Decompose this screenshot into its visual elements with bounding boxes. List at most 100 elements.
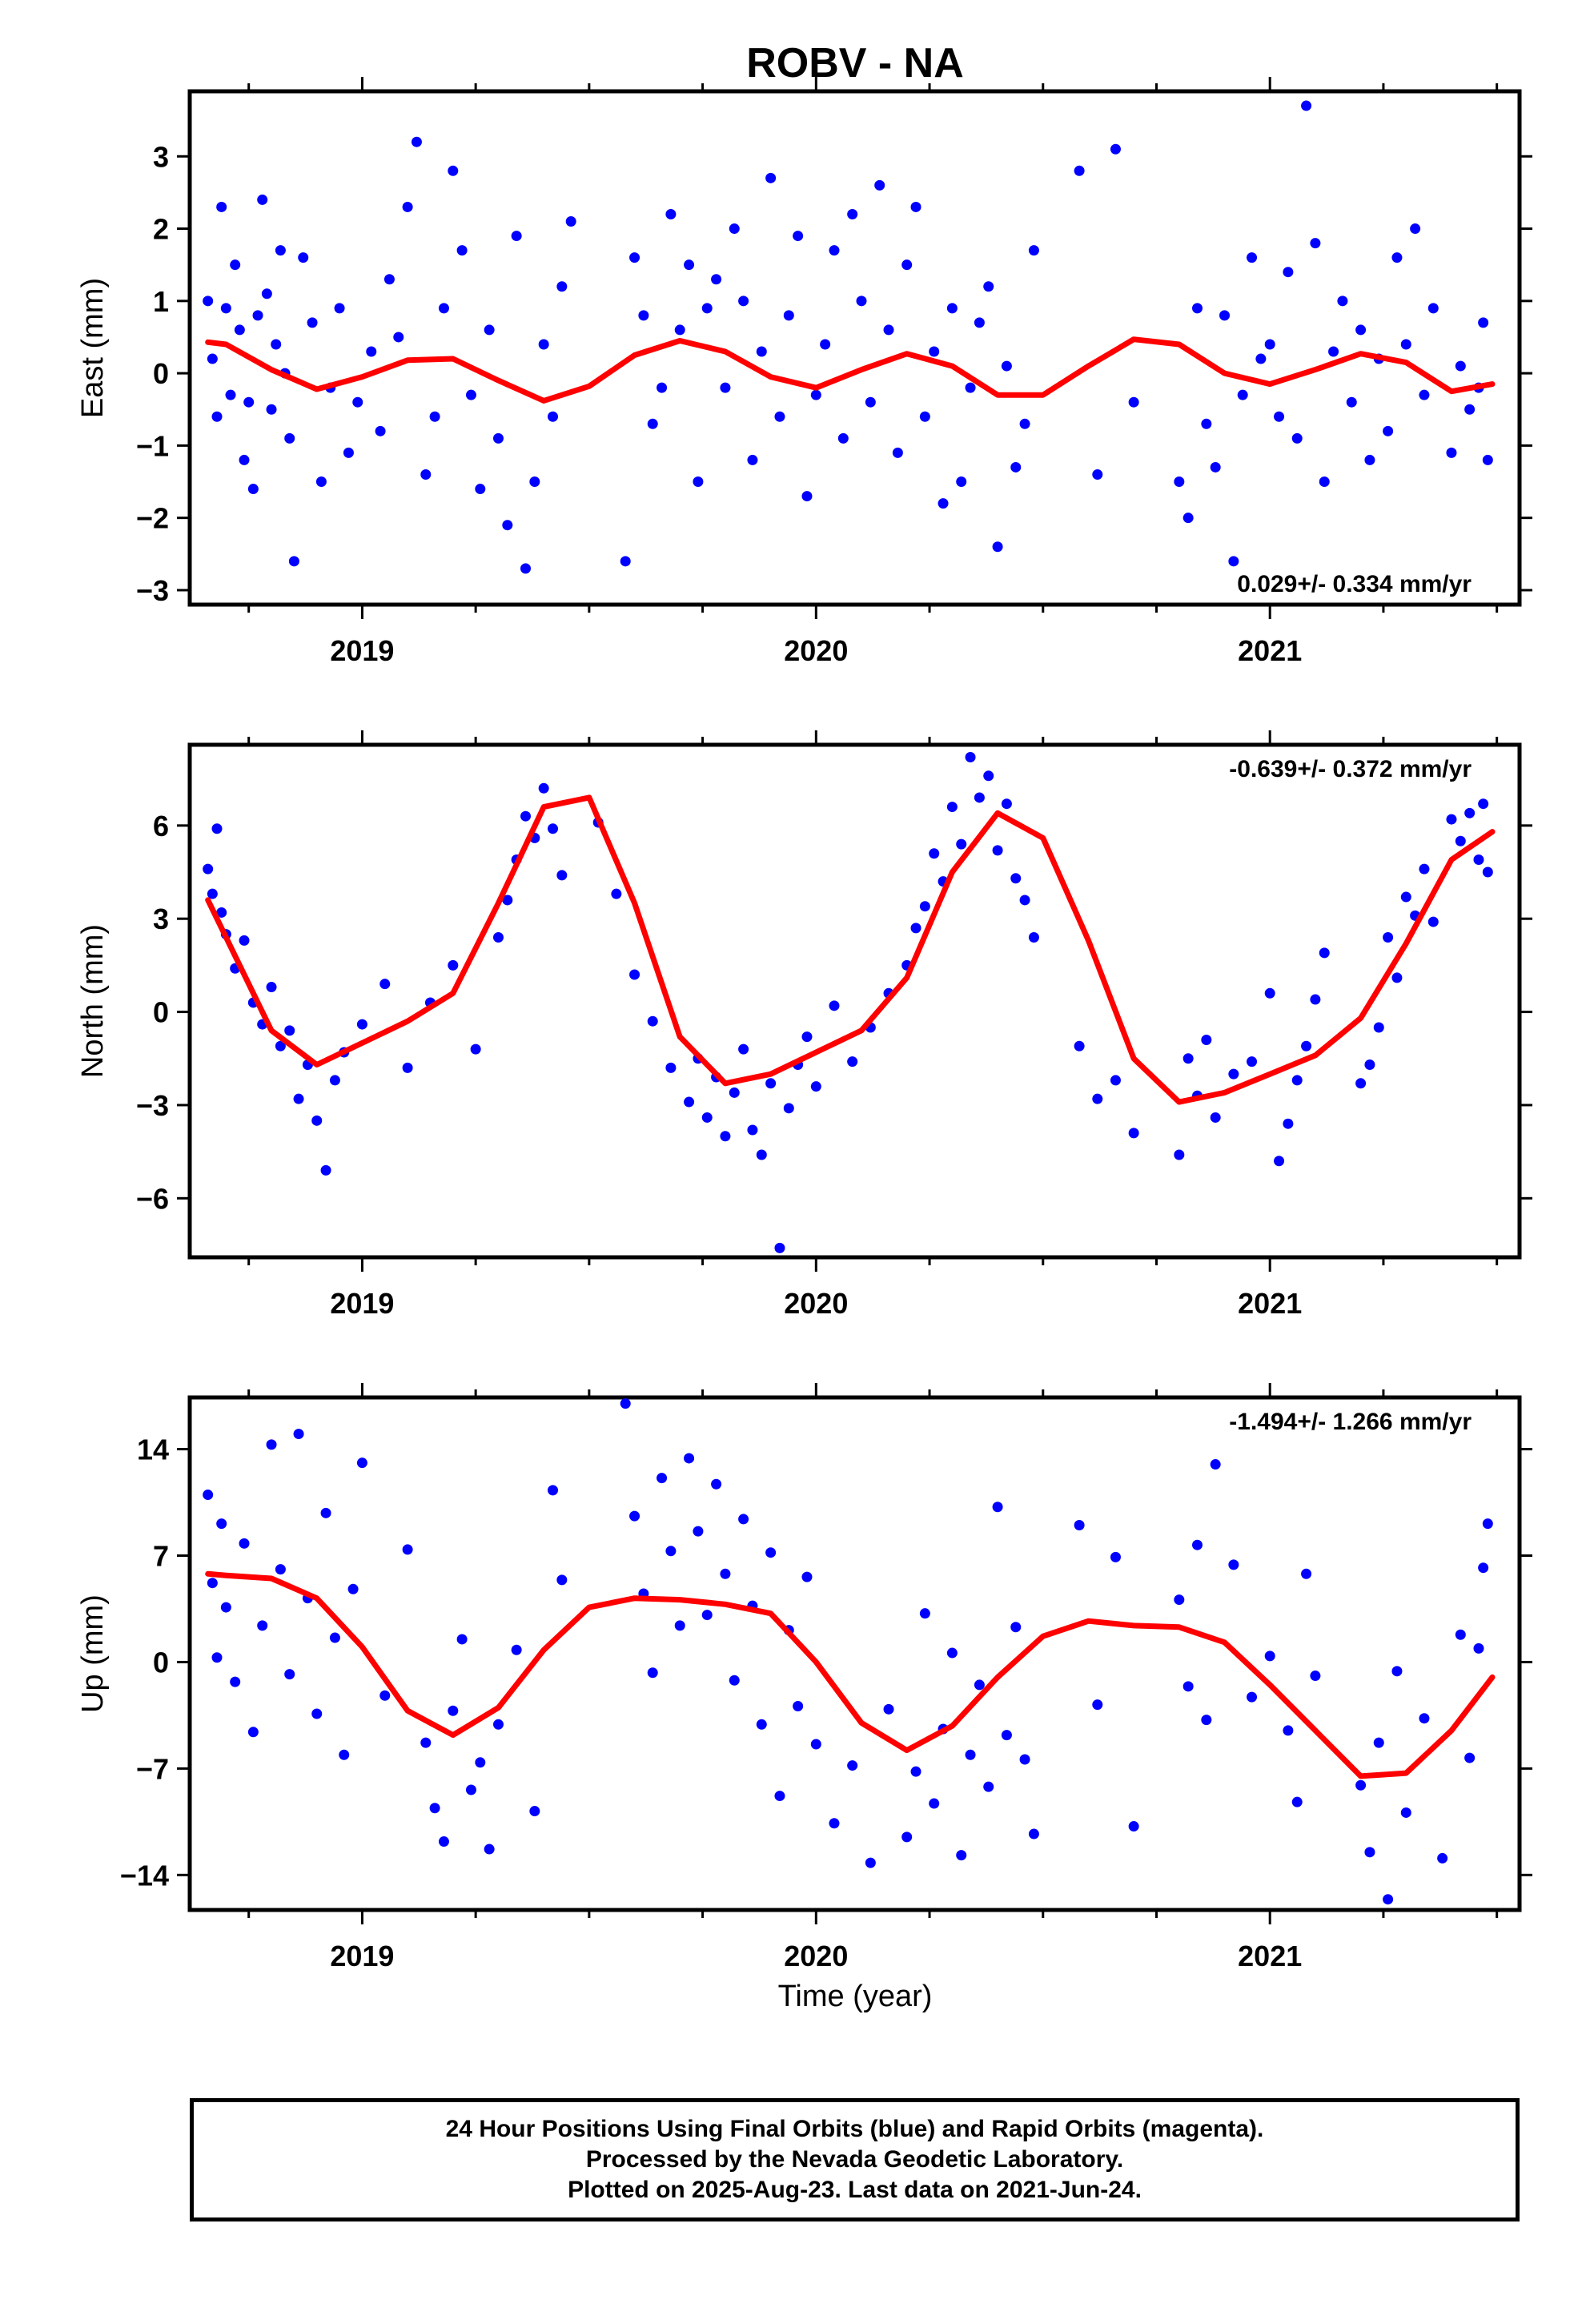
- east-data-point: [484, 324, 495, 336]
- up-data-point: [1310, 1671, 1321, 1682]
- east-data-point: [1010, 461, 1022, 472]
- up-data-point: [1364, 1847, 1375, 1858]
- north-data-point: [1019, 895, 1030, 906]
- north-data-point: [1174, 1149, 1185, 1160]
- east-y-tick-label: −1: [136, 429, 169, 462]
- north-data-point: [1274, 1156, 1285, 1167]
- up-data-point: [1355, 1779, 1367, 1791]
- east-data-point: [211, 411, 223, 422]
- east-data-point: [919, 411, 930, 422]
- east-data-point: [1383, 425, 1394, 436]
- east-data-point: [856, 296, 867, 307]
- up-data-point: [1400, 1807, 1411, 1818]
- east-data-point: [565, 216, 576, 227]
- north-fit-curve: [205, 794, 1496, 1105]
- north-data-point: [1110, 1075, 1121, 1086]
- east-data-point: [275, 245, 286, 256]
- east-data-point: [684, 259, 695, 271]
- up-data-point: [665, 1546, 677, 1557]
- up-y-tick-label: 14: [137, 1433, 169, 1466]
- east-data-point: [1264, 339, 1275, 350]
- north-data-point: [1482, 866, 1493, 878]
- east-data-point: [1201, 418, 1212, 429]
- east-data-point: [1482, 454, 1493, 465]
- north-data-point: [1391, 972, 1403, 983]
- up-x-tick-label: 2019: [330, 1940, 394, 1972]
- east-data-point: [1182, 513, 1194, 524]
- east-data-point: [402, 201, 413, 212]
- up-data-point: [1092, 1699, 1103, 1711]
- up-data-point: [1001, 1730, 1012, 1741]
- up-data-point: [1192, 1539, 1203, 1550]
- east-data-point: [247, 484, 259, 495]
- up-data-point: [810, 1739, 821, 1750]
- east-data-point: [307, 317, 318, 328]
- figure-title: ROBV - NA: [746, 40, 964, 86]
- up-data-point: [793, 1701, 804, 1712]
- north-data-point: [1383, 931, 1394, 943]
- east-data-point: [938, 498, 949, 509]
- east-x-tick-label: 2019: [330, 634, 394, 667]
- north-data-point: [684, 1096, 695, 1108]
- north-data-point: [470, 1043, 481, 1055]
- up-data-point: [1473, 1642, 1484, 1654]
- north-data-point: [1473, 854, 1484, 866]
- north-data-point: [1373, 1022, 1384, 1033]
- up-data-point: [720, 1568, 731, 1579]
- east-data-point: [929, 346, 940, 357]
- up-data-point: [756, 1719, 767, 1730]
- up-data-point: [511, 1644, 522, 1655]
- east-data-point: [865, 396, 876, 408]
- north-y-tick-label: −6: [136, 1182, 169, 1215]
- east-data-point: [475, 484, 486, 495]
- east-y-tick-label: 0: [153, 357, 169, 390]
- east-data-point: [1319, 476, 1330, 488]
- east-data-point: [774, 411, 785, 422]
- up-observation-points: [203, 1398, 1493, 1905]
- north-data-point: [211, 823, 223, 834]
- east-data-point: [1310, 238, 1321, 249]
- north-data-point: [983, 770, 994, 782]
- north-data-point: [1446, 814, 1457, 825]
- east-data-point: [1192, 303, 1203, 314]
- north-data-point: [665, 1062, 677, 1073]
- north-data-point: [492, 931, 504, 943]
- east-data-point: [203, 296, 214, 307]
- north-data-point: [1028, 931, 1039, 943]
- east-data-point: [983, 281, 994, 292]
- up-data-point: [216, 1518, 227, 1530]
- up-data-point: [492, 1719, 504, 1730]
- north-data-point: [756, 1149, 767, 1160]
- north-data-point: [1319, 947, 1330, 959]
- up-data-point: [974, 1679, 985, 1691]
- north-data-point: [1210, 1112, 1221, 1123]
- north-observation-points: [203, 752, 1493, 1253]
- east-data-point: [783, 310, 794, 321]
- up-data-point: [629, 1510, 640, 1522]
- north-data-point: [1264, 987, 1275, 999]
- north-data-point: [783, 1103, 794, 1114]
- north-data-point: [556, 870, 568, 881]
- up-data-point: [220, 1602, 231, 1613]
- east-data-point: [765, 172, 777, 183]
- north-data-point: [216, 907, 227, 918]
- north-data-point: [266, 982, 277, 993]
- east-data-point: [511, 231, 522, 242]
- up-data-point: [647, 1667, 658, 1679]
- north-data-point: [1228, 1068, 1239, 1080]
- north-data-point: [774, 1242, 785, 1253]
- east-data-point: [729, 223, 740, 235]
- north-data-point: [910, 923, 921, 934]
- up-data-point: [919, 1608, 930, 1619]
- east-fit-curve: [205, 336, 1496, 404]
- up-data-point: [356, 1458, 367, 1469]
- east-data-point: [1291, 432, 1303, 444]
- north-data-point: [1291, 1075, 1303, 1086]
- north-data-point: [1128, 1128, 1139, 1139]
- north-data-point: [629, 969, 640, 980]
- east-data-point: [334, 303, 345, 314]
- east-data-point: [220, 303, 231, 314]
- north-data-point: [611, 888, 622, 899]
- east-data-point: [529, 476, 540, 488]
